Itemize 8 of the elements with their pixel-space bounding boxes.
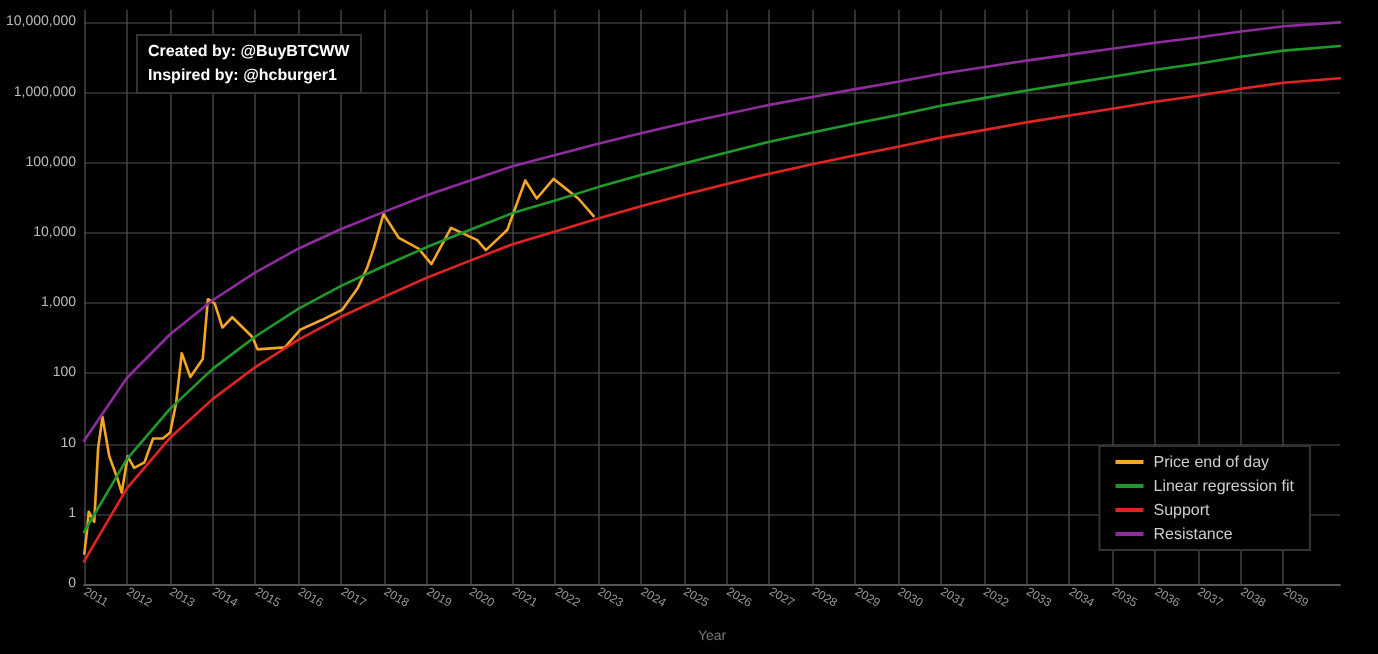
line-series	[82, 21, 1342, 442]
legend-label: Price end of day	[1153, 453, 1270, 471]
annotation: Created by: @BuyBTCWW	[148, 40, 350, 64]
annotation: Inspired by: @hcburger1	[148, 64, 339, 88]
legend-label: Support	[1153, 501, 1212, 519]
line-series	[83, 177, 595, 556]
legend-label: Resistance	[1153, 525, 1234, 543]
legend-label: Linear regression fit	[1153, 477, 1296, 495]
